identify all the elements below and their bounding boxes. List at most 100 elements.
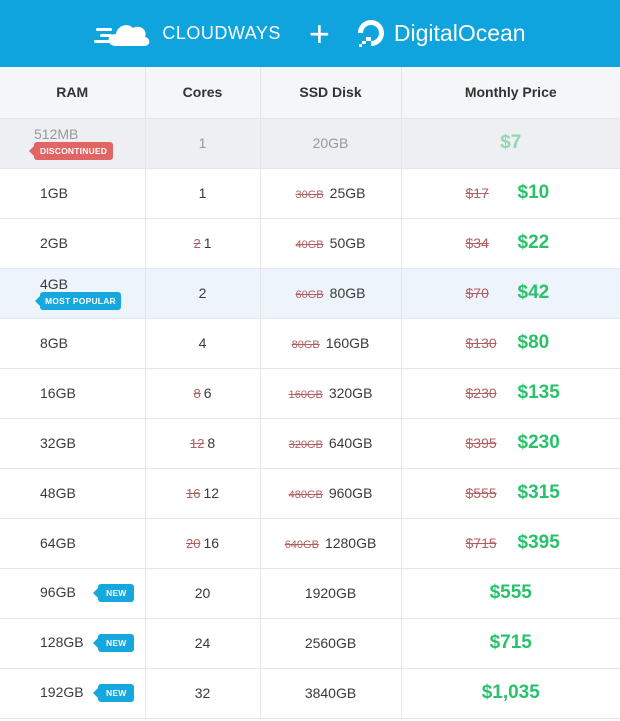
price-cell: $555 $315 [401,468,620,518]
table-header-row: RAM Cores SSD Disk Monthly Price [0,67,620,119]
disk-value: 3840GB [304,685,357,701]
ram-cell: 4GBMOST POPULAR [0,268,146,318]
old-disk-value: 320GB [288,439,323,451]
cores-value: 24 [194,635,211,651]
cores-value: 6 [203,385,212,401]
status-badge: NEW [92,684,135,703]
price-cell: $130 $80 [401,318,620,368]
cores-cell: 16 12 [145,468,261,518]
ram-value: 512MB [34,125,79,142]
price-value: $715 [489,632,532,653]
old-price: $715 [465,535,497,551]
disk-cell: 60GB 80GB [260,268,402,318]
cloudways-brand: CLOUDWAYS [94,16,281,52]
ram-cell: 192GB NEW [0,668,146,718]
disk-cell: 480GB 960GB [260,468,402,518]
cores-value: 1 [198,185,207,201]
price-value: $10 [517,182,550,203]
cores-cell: 2 [145,268,261,318]
price-cell: $34 $22 [401,218,620,268]
cores-cell: 1 [145,118,261,168]
ram-value: 16GB [40,385,76,401]
price-cell: $555 [401,568,620,618]
cores-value: 1 [203,235,212,251]
price-value: $135 [517,382,560,403]
table-row: 4GBMOST POPULAR 2 60GB 80GB $70 $42 [0,268,620,318]
price-cell: $395 $230 [401,418,620,468]
ram-cell: 8GB [0,318,146,368]
price-value: $1,035 [481,682,540,703]
disk-value: 25GB [329,185,366,201]
table-row: 32GB 12 8 320GB 640GB $395 $230 [0,418,620,468]
cores-value: 32 [194,685,211,701]
cores-cell: 12 8 [145,418,261,468]
old-price: $230 [465,385,497,401]
price-value: $555 [489,582,532,603]
digitalocean-brand: DigitalOcean [356,19,526,49]
table-row: 96GB NEW 20 1920GB $555 [0,568,620,618]
table-row: 48GB 16 12 480GB 960GB $555 $315 [0,468,620,518]
ram-value: 2GB [40,235,69,251]
old-price: $34 [465,235,489,251]
old-cores-value: 16 [185,486,201,501]
disk-value: 80GB [329,285,366,301]
disk-cell: 2560GB [260,618,402,668]
plus-sign: + [308,12,330,54]
cores-cell: 4 [145,318,261,368]
ram-cell: 48GB [0,468,146,518]
column-header-cores: Cores [145,67,261,119]
disk-value: 320GB [328,385,373,401]
ram-cell: 512MBDISCONTINUED [0,118,146,168]
disk-cell: 20GB [260,118,402,168]
ram-value: 96GB [40,583,76,600]
price-cell: $17 $10 [401,168,620,218]
ram-cell: 96GB NEW [0,568,146,618]
ram-value: 128GB [40,633,84,650]
disk-value: 960GB [328,485,373,501]
old-disk-value: 160GB [288,389,323,401]
cores-cell: 20 [145,568,261,618]
cloudways-cloud-icon [94,24,150,46]
table-row: 1GB 1 30GB 25GB $17 $10 [0,168,620,218]
header-banner: CLOUDWAYS + DigitalOcean [0,0,620,67]
disk-cell: 320GB 640GB [260,418,402,468]
pricing-table: RAM Cores SSD Disk Monthly Price 512MBDI… [0,67,620,719]
column-header-ssd-disk: SSD Disk [260,67,402,119]
price-value: $42 [517,282,550,303]
ram-cell: 64GB [0,518,146,568]
table-row: 192GB NEW 32 3840GB $1,035 [0,668,620,718]
cores-cell: 24 [145,618,261,668]
disk-cell: 3840GB [260,668,402,718]
cores-value: 8 [207,435,216,451]
disk-value: 50GB [329,235,366,251]
old-disk-value: 60GB [295,289,324,301]
table-row: 8GB 4 80GB 160GB $130 $80 [0,318,620,368]
old-cores-value: 20 [185,536,201,551]
price-cell: $7 [401,118,620,168]
disk-value: 1280GB [324,535,377,551]
ram-value: 48GB [40,485,76,501]
ram-value: 192GB [40,683,84,700]
price-value: $22 [517,232,550,253]
old-disk-value: 480GB [288,489,323,501]
old-disk-value: 80GB [291,339,320,351]
ram-value: 1GB [40,185,69,201]
price-cell: $715 [401,618,620,668]
old-price: $130 [465,335,497,351]
ram-cell: 128GB NEW [0,618,146,668]
price-value: $230 [517,432,560,453]
price-cell: $70 $42 [401,268,620,318]
old-price: $70 [465,285,489,301]
old-price: $555 [465,485,497,501]
disk-cell: 640GB 1280GB [260,518,402,568]
price-value: $7 [500,132,522,153]
cores-value: 16 [203,535,220,551]
disk-value: 640GB [328,435,373,451]
ram-value: 64GB [40,535,76,551]
column-header-ram: RAM [0,67,146,119]
ram-cell: 16GB [0,368,146,418]
cores-cell: 20 16 [145,518,261,568]
disk-cell: 1920GB [260,568,402,618]
old-price: $395 [465,435,497,451]
cores-value: 2 [198,285,207,301]
